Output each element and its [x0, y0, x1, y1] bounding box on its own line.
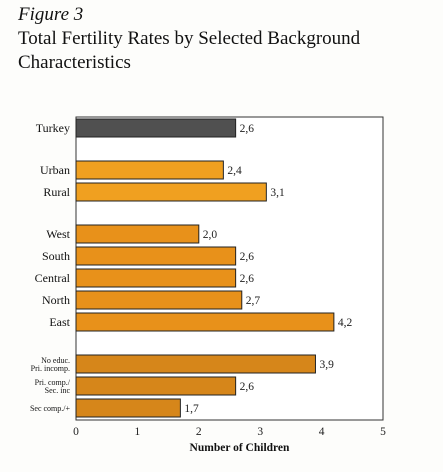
figure-title: Total Fertility Rates by Selected Backgr…: [18, 28, 361, 73]
figure-label: Figure 3: [18, 4, 84, 25]
x-tick-label: 0: [73, 426, 79, 438]
x-tick-label: 5: [380, 426, 386, 438]
x-tick-label: 1: [135, 426, 141, 438]
x-axis-title: Number of Children: [190, 442, 290, 454]
value-label: 2,6: [240, 123, 255, 135]
value-label: 1,7: [184, 403, 199, 415]
category-label: Rural: [43, 185, 70, 199]
bar-region: [75, 290, 243, 310]
bar-education: [75, 376, 237, 396]
bar-education: [75, 354, 316, 374]
bar-region: [75, 246, 237, 266]
bar-region: [75, 224, 200, 244]
category-label: No educ. Pri. incomp.: [31, 356, 70, 373]
category-label: North: [42, 293, 70, 307]
category-label: Turkey: [36, 121, 70, 135]
x-tick-label: 4: [319, 426, 325, 438]
category-label: Urban: [40, 163, 70, 177]
bar-region: [75, 268, 237, 288]
value-label: 2,6: [240, 381, 255, 393]
value-label: 2,6: [240, 251, 255, 263]
bar-region: [75, 312, 335, 332]
bar-residence: [75, 182, 267, 202]
category-label: South: [42, 249, 70, 263]
bar-education: [75, 398, 181, 418]
category-label: Pri. comp./Sec. inc: [35, 378, 71, 395]
bar-total: [75, 118, 237, 138]
category-label: Central: [35, 271, 71, 285]
x-tick-label: 3: [257, 426, 263, 438]
value-label: 4,2: [338, 317, 353, 329]
value-label: 2,4: [227, 165, 242, 177]
category-label: East: [49, 315, 70, 329]
value-label: 2,6: [240, 273, 255, 285]
bar-residence: [75, 160, 224, 180]
value-label: 2,0: [203, 229, 218, 241]
value-label: 3,1: [270, 187, 285, 199]
value-label: 3,9: [319, 359, 334, 371]
x-tick-label: 2: [196, 426, 202, 438]
category-label: West: [46, 227, 70, 241]
category-label: Sec comp./+: [30, 404, 71, 413]
value-label: 2,7: [246, 295, 261, 307]
